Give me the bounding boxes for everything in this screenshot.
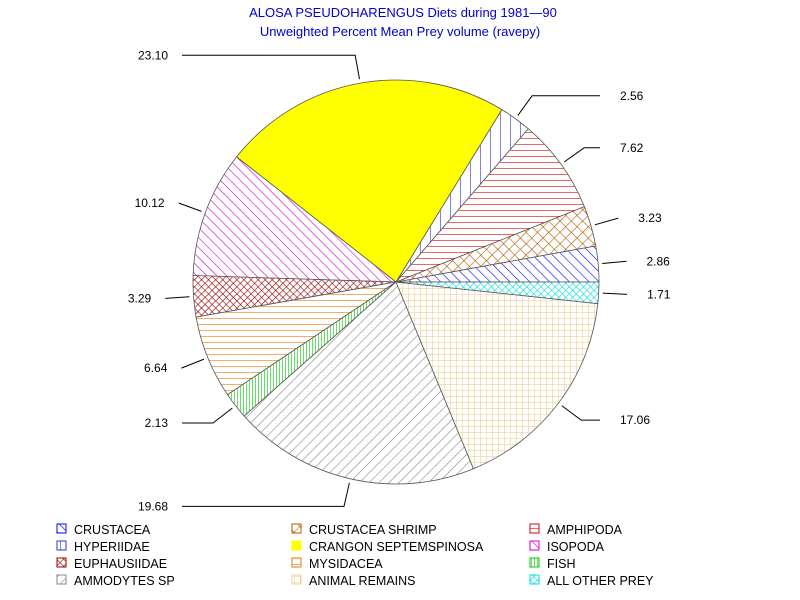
legend-swatch [529,523,540,534]
legend-swatch [56,523,67,534]
legend-swatch [56,540,67,551]
leader-line-animal-remains [561,405,600,421]
chart-subtitle: Unweighted Percent Mean Prey volume (rav… [260,24,540,39]
leader-line-fish [182,407,233,424]
pie-slice-ammodytes-sp [243,281,474,485]
legend-item-hyperiidae: HYPERIIDAE [56,540,150,554]
leader-line-amphipoda [564,147,600,163]
legend-swatch [291,574,302,585]
slice-label-crustacea-shrimp: 3.23 [638,211,662,225]
legend-item-ammodytes-sp: AMMODYTES SP [56,574,175,588]
legend-swatch [291,523,302,534]
legend-item-isopoda: ISOPODA [529,540,605,554]
legend-label: CRUSTACEA [74,523,151,537]
legend-label: ANIMAL REMAINS [309,574,416,588]
legend-label: AMPHIPODA [547,523,623,537]
legend-item-crustacea: CRUSTACEA [56,523,151,537]
leader-line-mysidacea [181,358,205,369]
slice-label-euphausiidae: 3.29 [128,291,152,305]
legend-item-animal-remains: ANIMAL REMAINS [291,574,416,588]
leader-line-crustacea-shrimp [594,217,619,226]
slice-label-amphipoda: 7.62 [620,141,644,155]
legend-label: HYPERIIDAE [74,540,150,554]
legend-item-crangon-septemspinosa: CRANGON SEPTEMSPINOSA [291,540,484,554]
slice-label-hyperiidae: 2.56 [620,89,644,103]
leader-line-euphausiidae [165,296,190,299]
legend-swatch [56,557,67,568]
slice-label-isopoda: 10.12 [135,196,165,210]
pie-slice-animal-remains [395,281,599,470]
legend: CRUSTACEA CRUSTACEA SHRIMP AMPHIPODA HYPERI… [56,523,654,588]
chart-title: ALOSA PSEUDOHARENGUS Diets during 1981—9… [249,5,557,20]
leader-line-hyperiidae [517,95,600,116]
leader-line-isopoda [178,202,202,212]
pie-slices [192,79,600,485]
legend-swatch [529,540,540,551]
legend-label: EUPHAUSIIDAE [74,557,167,571]
leader-line-crangon-septemspinosa [182,54,360,80]
legend-swatch [56,574,67,585]
legend-swatch [291,540,302,551]
legend-label: CRUSTACEA SHRIMP [309,523,437,537]
slice-label-animal-remains: 17.06 [620,413,650,427]
pie-slice-all-other-prey [395,281,600,305]
pie-slice-crangon-septemspinosa [236,79,503,283]
slice-label-fish: 2.13 [145,416,169,430]
legend-item-fish: FISH [529,557,575,571]
legend-item-euphausiidae: EUPHAUSIIDAE [56,557,167,571]
pie-slice-amphipoda [395,128,585,283]
legend-label: MYSIDACEA [309,557,383,571]
leader-line-all-other-prey [602,292,628,295]
legend-label: AMMODYTES SP [74,574,175,588]
legend-swatch [291,557,302,568]
legend-item-amphipoda: AMPHIPODA [529,523,623,537]
legend-swatch [529,557,540,568]
slice-label-ammodytes-sp: 19.68 [138,499,168,513]
legend-item-mysidacea: MYSIDACEA [291,557,383,571]
slice-label-crangon-septemspinosa: 23.10 [138,48,168,62]
pie-slice-isopoda [192,156,398,283]
slice-label-mysidacea: 6.64 [144,361,168,375]
leader-line-ammodytes-sp [182,482,350,507]
legend-label: ISOPODA [547,540,605,554]
slice-label-all-other-prey: 1.71 [647,287,671,301]
legend-swatch [529,574,540,585]
legend-label: ALL OTHER PREY [547,574,654,588]
legend-item-all-other-prey: ALL OTHER PREY [529,574,654,588]
legend-label: CRANGON SEPTEMSPINOSA [309,540,484,554]
leader-line-crustacea [602,260,627,264]
slice-labels: 2.86 3.23 7.62 2.56 23.10 10.12 3.29 6.64 2.13 19… [128,48,671,513]
legend-label: FISH [547,557,575,571]
slice-label-crustacea: 2.86 [647,254,671,268]
legend-item-crustacea-shrimp: CRUSTACEA SHRIMP [291,523,437,537]
